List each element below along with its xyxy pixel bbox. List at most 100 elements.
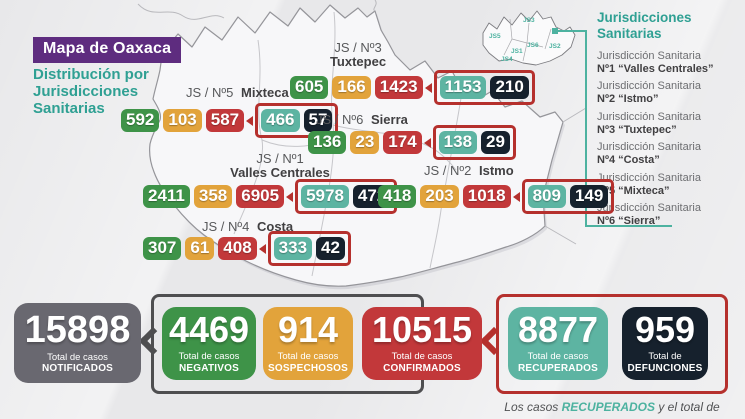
confirmados-value: 408 [218, 237, 257, 260]
confirmados-value: 174 [383, 131, 422, 154]
sospechosos-value: 103 [163, 109, 202, 132]
connector-arrow-icon [246, 115, 254, 126]
total-label: SOSPECHOSOS [268, 362, 348, 374]
legend-item-type: Jurisdicción Sanitaria [597, 202, 701, 215]
connector-arrow-icon [423, 137, 431, 148]
connector-arrow-icon [286, 191, 294, 202]
confirmados-value: 1423 [374, 76, 423, 99]
region-label-tuxtepec: JS / Nº3 Tuxtepec [299, 41, 417, 68]
total-label: Total de casos [527, 351, 589, 363]
confirmados-value: 6905 [236, 185, 285, 208]
legend-title-line: Sanitarias [597, 25, 662, 41]
jurisdictions-legend: Jurisdicciones Sanitarias Jurisdicción S… [597, 10, 743, 233]
region-label-prefix: JS / Nº4 [202, 219, 250, 234]
map-neighbor-borders [137, 0, 587, 245]
defunciones-value: 29 [481, 131, 510, 154]
region-label-name: Sierra [371, 112, 408, 127]
footer-highlight: RECUPERADOS [561, 400, 655, 414]
negativos-value: 418 [378, 185, 417, 208]
footer-text: y el total de [655, 400, 720, 414]
region-label-valles-centrales: JS / Nº1 Valles Centrales [221, 152, 339, 179]
recuperados-value: 5978 [301, 185, 349, 208]
legend-item-type: Jurisdicción Sanitaria [597, 80, 701, 93]
inset-internal-borders [503, 18, 552, 62]
total-value: 959 [634, 309, 696, 351]
subtitle-line: Distribución por [33, 66, 149, 83]
region-label-name: Costa [257, 219, 294, 234]
total-negativos-box: 4469 Total de casos NEGATIVOS [162, 307, 256, 380]
region-stats-istmo: 418 203 1018 809 149 [378, 179, 615, 214]
defunciones-value: 210 [490, 76, 529, 99]
legend-item-type: Jurisdicción Sanitaria [597, 141, 701, 154]
footer-text: Los casos [504, 400, 562, 414]
defunciones-value: 42 [316, 237, 345, 260]
connector-line [556, 30, 587, 32]
sospechosos-value: 166 [332, 76, 371, 99]
total-confirmados-box: 10515 Total de casos CONFIRMADOS [362, 307, 482, 380]
total-defunciones-box: 959 Total de DEFUNCIONES [622, 307, 708, 380]
region-label-istmo: JS / Nº2 Istmo [424, 163, 514, 178]
total-label: CONFIRMADOS [383, 362, 461, 374]
region-label-name: Mixteca [241, 85, 289, 100]
legend-item-type: Jurisdicción Sanitaria [597, 110, 701, 123]
recovered-deaths-group: 1153 210 [433, 70, 535, 105]
outcome-group-bracket [496, 294, 728, 394]
legend-item-name: Nº3 “Tuxtepec” [597, 123, 677, 136]
total-recuperados-box: 8877 Total de casos RECUPERADOS [508, 307, 608, 380]
total-label: RECUPERADOS [518, 362, 598, 374]
total-sospechosos-box: 914 Total de casos SOSPECHOSOS [263, 307, 353, 380]
region-label-name: Tuxtepec [329, 53, 387, 69]
connector-line [585, 30, 587, 227]
negativos-value: 592 [121, 109, 160, 132]
legend-item-name: Nº5 “Mixteca” [597, 184, 670, 197]
inset-label-js1: JS1 [511, 48, 523, 55]
total-value: 8877 [517, 309, 599, 351]
region-stats-sierra: 136 23 174 138 29 [308, 125, 516, 160]
legend-item-js1: Jurisdicción Sanitaria Nº1 “Valles Centr… [597, 50, 743, 76]
negativos-value: 2411 [143, 185, 190, 208]
confirmados-value: 587 [205, 109, 245, 132]
legend-item-name: Nº2 “Istmo” [597, 93, 659, 106]
sospechosos-value: 203 [420, 185, 459, 208]
recovered-deaths-group: 138 29 [432, 125, 516, 160]
recovered-deaths-group: 466 57 [255, 103, 339, 138]
region-label-name: Valles Centrales [230, 164, 330, 180]
recuperados-value: 333 [273, 237, 313, 260]
legend-item-name: Nº4 “Costa” [597, 154, 660, 167]
inset-label-js3: JS3 [523, 17, 535, 24]
subtitle-line: Sanitarias [33, 100, 105, 118]
negativos-value: 307 [143, 237, 182, 260]
subtitle-line: Jurisdicciones [33, 83, 139, 101]
inset-label-js2: JS2 [549, 43, 561, 50]
recuperados-value: 809 [527, 185, 566, 208]
confirmados-value: 1018 [462, 185, 511, 208]
recovered-deaths-group: 809 149 [521, 179, 615, 214]
total-notificados-box: 15898 Total de casos NOTIFICADOS [14, 303, 141, 383]
region-label-costa: JS / Nº4 Costa [202, 219, 293, 234]
legend-item-js4: Jurisdicción Sanitaria Nº4 “Costa” [597, 141, 743, 167]
total-label: Total de [648, 351, 682, 363]
total-value: 4469 [168, 309, 250, 351]
legend-item-name: Nº6 “Sierra” [597, 215, 661, 228]
connector-line [585, 225, 672, 227]
inset-label-js6: JS6 [527, 42, 539, 49]
negativos-value: 136 [308, 131, 347, 154]
recuperados-value: 466 [261, 109, 300, 132]
legend-item-js6: Jurisdicción Sanitaria Nº6 “Sierra” [597, 202, 743, 228]
total-label: Total de casos [391, 351, 453, 363]
legend-item-js2: Jurisdicción Sanitaria Nº2 “Istmo” [597, 80, 743, 106]
inset-label-js4: JS4 [501, 56, 513, 63]
legend-item-type: Jurisdicción Sanitaria [597, 50, 701, 63]
inset-label-js5: JS5 [489, 33, 501, 40]
connector-arrow-icon [258, 243, 266, 254]
negativos-value: 605 [290, 76, 329, 99]
total-value: 15898 [24, 308, 131, 351]
region-label-prefix: JS / Nº3 [334, 40, 382, 55]
recuperados-value: 138 [438, 131, 478, 154]
region-stats-valles-centrales: 2411 358 6905 5978 472 [143, 179, 398, 214]
region-label-prefix: JS / Nº2 [424, 163, 472, 178]
legend-item-name: Nº1 “Valles Centrales” [597, 63, 714, 75]
locator-dot-icon [552, 28, 558, 34]
region-stats-mixteca: 592 103 587 466 57 [121, 103, 339, 138]
